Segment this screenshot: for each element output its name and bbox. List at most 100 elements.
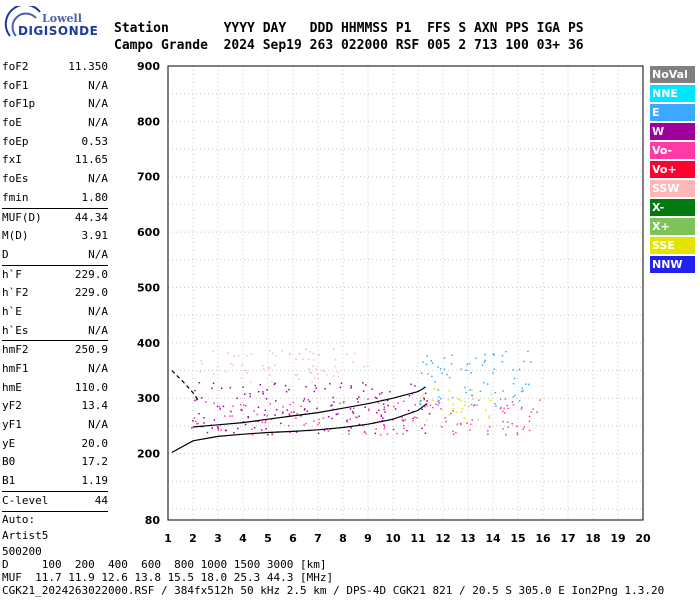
echo-dot [403, 427, 405, 429]
echo-dot [219, 408, 221, 410]
echo-dot [404, 419, 406, 421]
echo-dot [501, 355, 504, 357]
echo-dot [440, 408, 442, 410]
echo-dot [281, 349, 283, 352]
echo-dot [240, 377, 243, 379]
echo-dot [256, 413, 258, 416]
echo-dot [502, 390, 504, 392]
echo-dot [472, 404, 475, 407]
echo-dot [313, 359, 315, 361]
echo-dot [495, 405, 497, 407]
x-tick-label: 19 [610, 532, 625, 545]
param-label: hmF2 [2, 343, 29, 357]
echo-dot [438, 402, 441, 404]
echo-dot [464, 404, 466, 406]
echo-dot [511, 401, 514, 403]
echo-dot [257, 420, 260, 422]
echo-dot [378, 409, 380, 412]
legend-item-vo-: Vo+ [650, 161, 695, 178]
footer-distance-row: D 100 200 400 600 800 1000 1500 3000 [km… [2, 558, 327, 571]
echo-dot [339, 386, 342, 389]
param-label: hmF1 [2, 362, 29, 375]
echo-dot [377, 402, 380, 404]
echo-dot [217, 427, 219, 430]
polarization-legend: NoVal NNE E W Vo- Vo+ SSW X- X+ SSE NNW [650, 66, 695, 275]
param-separator [2, 490, 108, 492]
echo-dot [300, 405, 302, 408]
echo-dot [244, 423, 247, 426]
echo-dot [503, 407, 505, 409]
echo-dot [311, 381, 313, 383]
param-row: foEs N/A [2, 170, 108, 189]
echo-dot [490, 393, 492, 396]
echo-dot [448, 376, 451, 379]
echo-dot [520, 390, 523, 393]
echo-dot [487, 433, 489, 435]
echo-dot [334, 358, 337, 361]
echo-dot [380, 413, 383, 416]
echo-dot [230, 411, 232, 413]
param-row: D N/A [2, 246, 108, 265]
param-label: foF2 [2, 60, 29, 73]
param-label: h`Es [2, 323, 29, 337]
echo-dot [322, 369, 324, 371]
param-value: N/A [88, 304, 108, 318]
echo-dot [216, 405, 219, 408]
echo-dot [392, 419, 394, 421]
echo-dot [438, 396, 440, 398]
echo-dot [352, 361, 354, 363]
echo-dot [470, 423, 472, 426]
param-value: N/A [88, 247, 108, 261]
echo-dot [513, 377, 516, 380]
x-tick-label: 16 [535, 532, 551, 545]
echo-dot [450, 363, 453, 365]
echo-dot [324, 388, 326, 390]
param-value: N/A [88, 78, 108, 92]
echo-dot [520, 406, 523, 409]
x-tick-label: 5 [264, 532, 272, 545]
echo-dot [303, 398, 306, 400]
echo-dot [379, 434, 382, 436]
echo-dot [426, 400, 428, 402]
echo-dot [201, 397, 203, 399]
echo-dot [232, 364, 234, 366]
echo-dot [502, 428, 504, 430]
echo-dot [309, 351, 311, 353]
echo-dot [468, 363, 471, 365]
y-tick-label: 700 [137, 171, 160, 184]
echo-dot [386, 399, 389, 402]
param-label: B0 [2, 455, 16, 469]
echo-dot [431, 362, 434, 364]
echo-dot [412, 417, 414, 420]
echo-dot [464, 400, 466, 403]
echo-dot [506, 404, 508, 407]
echo-dot [220, 429, 222, 431]
echo-dot [253, 410, 255, 412]
param-row: foF1p N/A [2, 95, 108, 114]
echo-dot [421, 408, 423, 411]
echo-dot [327, 416, 330, 418]
echo-dot [460, 368, 463, 370]
echo-dot [443, 357, 446, 359]
echo-dot [303, 409, 306, 411]
echo-dot [356, 398, 358, 400]
echo-dot [374, 432, 377, 435]
echo-dot [528, 415, 531, 418]
echo-dot [437, 366, 439, 368]
echo-dot [402, 424, 405, 427]
echo-dot [329, 383, 331, 385]
echo-dot [244, 393, 246, 395]
echo-dot [217, 429, 220, 431]
echo-dot [217, 426, 219, 428]
echo-dot [423, 397, 425, 399]
echo-dot [448, 414, 451, 416]
echo-dot [367, 398, 369, 400]
echo-dot [315, 387, 317, 389]
echo-dot [492, 353, 494, 355]
echo-dot [361, 424, 364, 427]
param-label: fxI [2, 153, 22, 167]
echo-dot [246, 372, 249, 374]
echo-dot [339, 402, 341, 405]
param-value: 3.91 [81, 229, 109, 243]
echo-dot [302, 358, 304, 360]
